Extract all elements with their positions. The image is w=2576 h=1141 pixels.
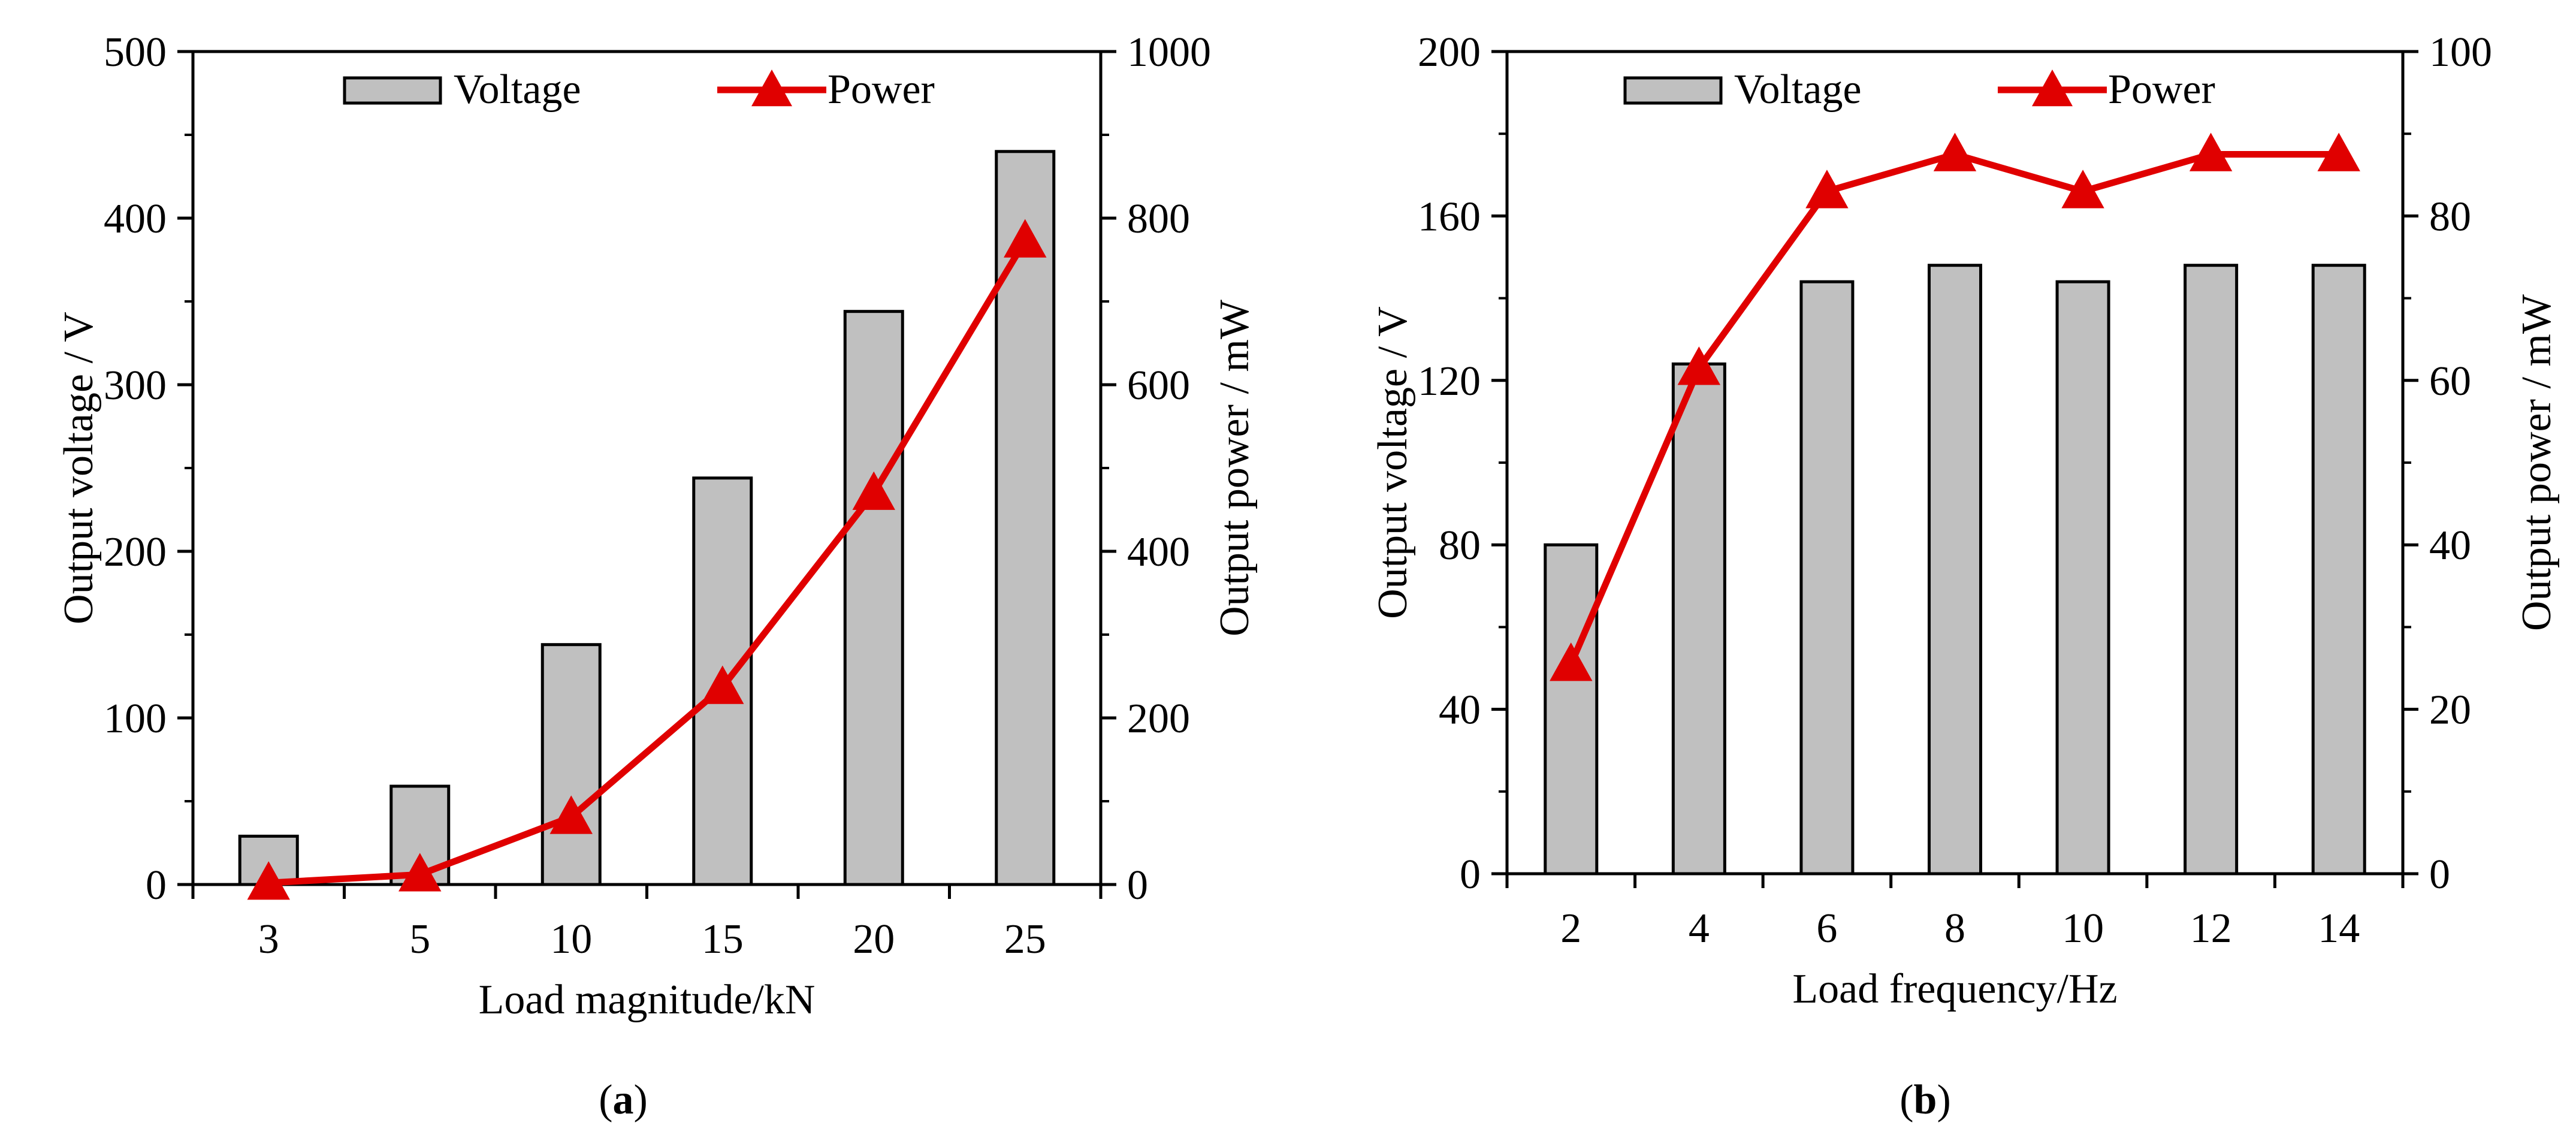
y-left-tick-label: 80 bbox=[1439, 523, 1481, 569]
y-left-tick-label: 200 bbox=[104, 529, 167, 575]
power-line bbox=[268, 239, 1028, 886]
y-left-tick-label: 0 bbox=[146, 862, 167, 908]
x-tick-label: 2 bbox=[1560, 905, 1581, 952]
voltage-bar bbox=[1544, 543, 1599, 876]
y-right-tick-label: 80 bbox=[2429, 194, 2471, 240]
legend: Voltage Power bbox=[343, 67, 935, 113]
y-right-axis-title: Output power / mW bbox=[2514, 294, 2560, 631]
y-left-tick-label: 160 bbox=[1418, 194, 1481, 240]
y-right-tick-label: 40 bbox=[2429, 523, 2471, 569]
legend-power-marker bbox=[751, 70, 792, 107]
voltage-bar bbox=[1799, 280, 1855, 876]
y-right-tick-label: 800 bbox=[1127, 196, 1190, 242]
legend-voltage-swatch bbox=[1623, 76, 1723, 105]
x-tick-label: 12 bbox=[2190, 905, 2232, 952]
power-marker bbox=[1550, 642, 1593, 681]
power-marker bbox=[1805, 170, 1849, 209]
voltage-bar bbox=[1671, 362, 1726, 876]
x-tick-label: 10 bbox=[550, 916, 592, 962]
x-tick-label: 3 bbox=[258, 916, 279, 962]
legend-voltage-label: Voltage bbox=[1734, 67, 1862, 113]
power-marker bbox=[549, 795, 593, 834]
voltage-bar bbox=[2311, 264, 2366, 876]
voltage-bar bbox=[843, 310, 904, 886]
plot-frame bbox=[191, 50, 1103, 886]
y-right-tick-label: 600 bbox=[1127, 363, 1190, 409]
y-right-tick-label: 20 bbox=[2429, 687, 2471, 734]
voltage-bar bbox=[995, 150, 1056, 886]
voltage-bar bbox=[2184, 264, 2239, 876]
x-tick-label: 8 bbox=[1944, 905, 1965, 952]
y-right-tick-label: 1000 bbox=[1127, 29, 1211, 76]
x-tick-label: 14 bbox=[2318, 905, 2360, 952]
voltage-bar bbox=[540, 643, 602, 886]
x-tick-label: 20 bbox=[853, 916, 895, 962]
y-right-axis-title: Output power / mW bbox=[1212, 300, 1258, 636]
power-marker bbox=[398, 853, 442, 892]
y-left-tick-label: 120 bbox=[1418, 358, 1481, 405]
x-tick-label: 6 bbox=[1816, 905, 1837, 952]
voltage-bar bbox=[1928, 264, 1982, 876]
y-left-axis-title: Output voltage / V bbox=[1370, 306, 1416, 619]
x-tick-label: 15 bbox=[702, 916, 744, 962]
power-marker bbox=[247, 861, 290, 900]
x-axis-title: Load frequency/Hz bbox=[1792, 966, 2117, 1012]
y-left-tick-label: 40 bbox=[1439, 687, 1481, 734]
y-right-tick-label: 200 bbox=[1127, 696, 1190, 742]
power-marker bbox=[2317, 132, 2360, 171]
x-tick-label: 10 bbox=[2062, 905, 2104, 952]
voltage-bar bbox=[2055, 280, 2110, 876]
power-marker bbox=[2061, 170, 2104, 209]
y-left-tick-label: 100 bbox=[104, 696, 167, 742]
power-marker bbox=[852, 471, 895, 510]
legend-power-label: Power bbox=[2108, 67, 2215, 113]
y-right-tick-label: 400 bbox=[1127, 529, 1190, 575]
chart-panel-a: 0 100 200 300 400 500 0 200 400 600 800 1000 3 5 10 15 2… bbox=[56, 29, 1258, 1123]
power-marker bbox=[701, 665, 744, 704]
y-right-tick-label: 60 bbox=[2429, 358, 2471, 405]
power-marker bbox=[1004, 219, 1047, 258]
y-right-tick-label: 0 bbox=[1127, 862, 1148, 908]
x-axis-title: Load magnitude/kN bbox=[479, 977, 816, 1023]
y-left-tick-label: 0 bbox=[1460, 852, 1481, 898]
y-left-axis-title: Output voltage / V bbox=[56, 312, 102, 624]
power-marker bbox=[1933, 132, 1977, 171]
chart-panel-b: 0 40 80 120 160 200 0 20 40 60 80 100 2 4 6 8 10 12 14 Load… bbox=[1370, 29, 2560, 1123]
legend: Voltage Power bbox=[1623, 67, 2215, 113]
y-left-tick-label: 500 bbox=[104, 29, 167, 76]
legend-voltage-swatch bbox=[343, 76, 442, 105]
legend-voltage-label: Voltage bbox=[454, 67, 581, 113]
y-right-tick-label: 0 bbox=[2429, 852, 2450, 898]
x-tick-label: 25 bbox=[1004, 916, 1046, 962]
x-tick-label: 4 bbox=[1689, 905, 1710, 952]
y-left-tick-label: 400 bbox=[104, 196, 167, 242]
power-marker bbox=[2189, 132, 2233, 171]
y-left-tick-label: 300 bbox=[104, 363, 167, 409]
power-marker bbox=[1677, 346, 1721, 385]
panel-label: (a) bbox=[599, 1077, 648, 1123]
y-right-tick-label: 100 bbox=[2429, 29, 2492, 76]
panel-label: (b) bbox=[1899, 1077, 1951, 1123]
x-tick-label: 5 bbox=[409, 916, 430, 962]
legend-power-marker bbox=[2032, 70, 2073, 107]
legend-power-label: Power bbox=[828, 67, 935, 113]
y-left-tick-label: 200 bbox=[1418, 29, 1481, 76]
